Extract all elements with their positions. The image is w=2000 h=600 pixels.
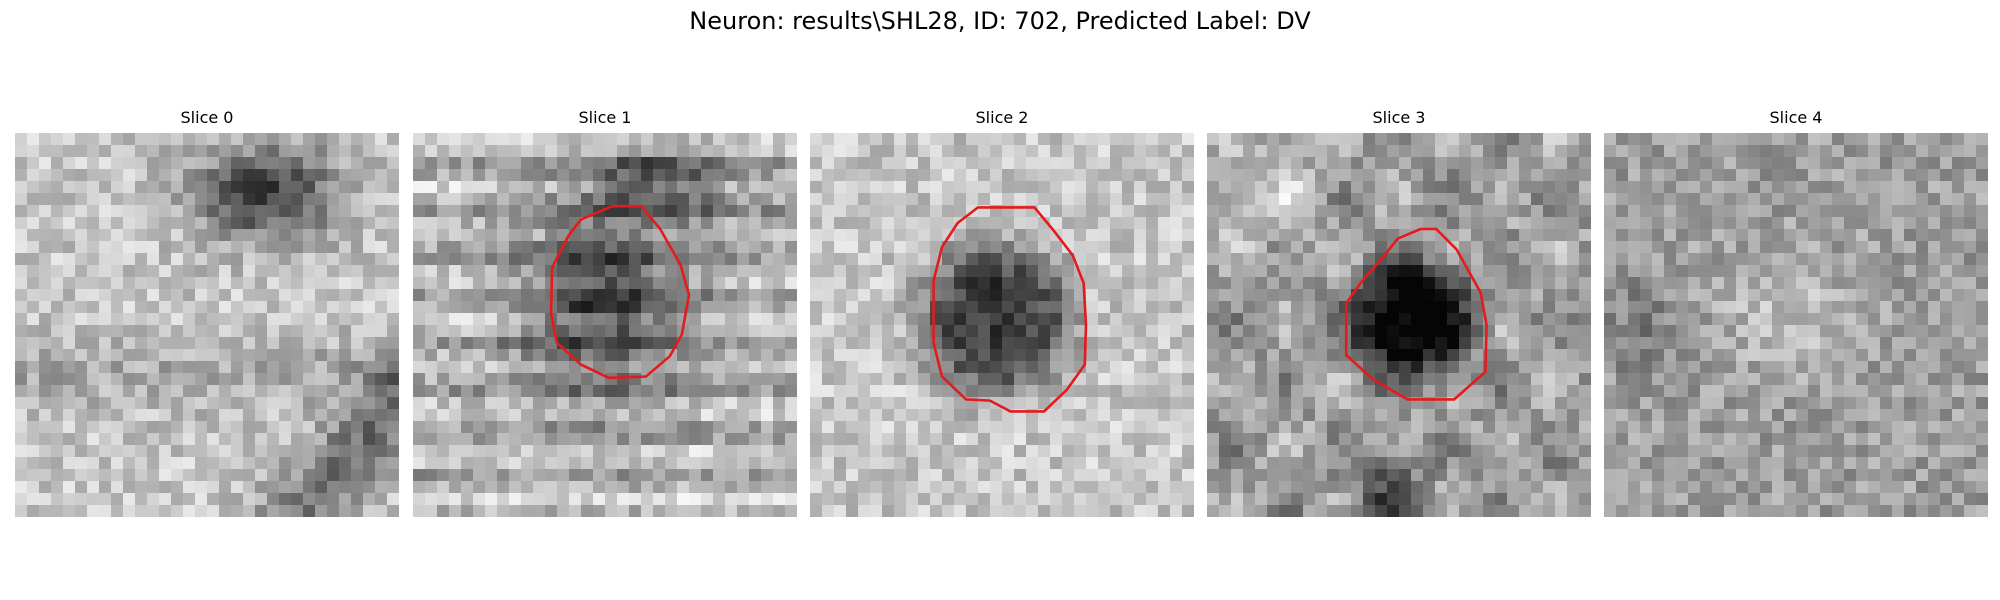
slice-title: Slice 1 <box>578 108 632 127</box>
roi-contour <box>1344 227 1488 401</box>
slice-image <box>1207 133 1591 517</box>
roi-contour <box>932 206 1088 413</box>
slice-title: Slice 2 <box>975 108 1029 127</box>
slice-title: Slice 3 <box>1372 108 1426 127</box>
roi-contour <box>549 204 691 380</box>
slice-title: Slice 4 <box>1769 108 1823 127</box>
pixel-grid <box>15 133 399 517</box>
pixel-grid <box>1604 133 1988 517</box>
slice-image <box>15 133 399 517</box>
slice-image <box>1604 133 1988 517</box>
slice-title: Slice 0 <box>180 108 234 127</box>
pixel-grid <box>1207 133 1591 517</box>
pixel-grid <box>413 133 797 517</box>
slice-image <box>413 133 797 517</box>
slice-image <box>810 133 1194 517</box>
pixel-grid <box>810 133 1194 517</box>
figure-title: Neuron: results\SHL28, ID: 702, Predicte… <box>689 7 1311 35</box>
